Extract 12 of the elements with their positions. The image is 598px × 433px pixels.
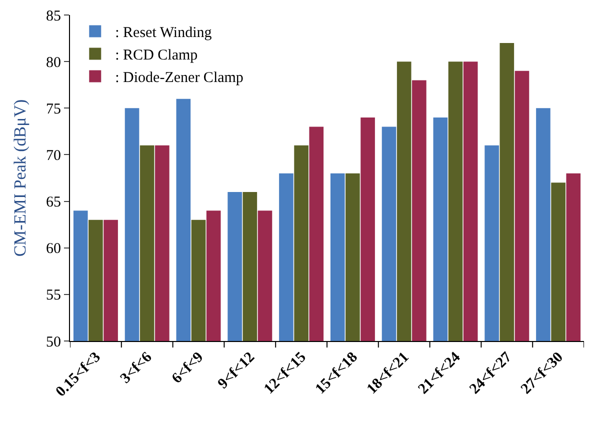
legend-label: : Reset Winding <box>115 25 212 42</box>
y-tick-label: 65 <box>46 194 61 211</box>
legend-label: : RCD Clamp <box>115 48 198 64</box>
y-tick-label: 70 <box>46 148 61 164</box>
y-axis-title: CM-EMI Peak (dBμV) <box>10 99 30 257</box>
legend-label: : Diode-Zener Clamp <box>115 70 244 86</box>
y-tick-label: 75 <box>46 101 61 118</box>
y-tick-label: 60 <box>46 241 61 258</box>
y-tick-label: 80 <box>46 54 61 71</box>
y-tick-label: 85 <box>46 8 61 24</box>
y-tick-label: 50 <box>46 334 61 350</box>
y-tick-label: 55 <box>46 288 61 304</box>
